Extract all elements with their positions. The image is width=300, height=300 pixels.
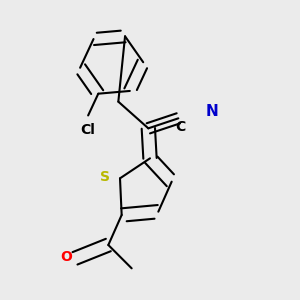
Text: C: C [175,120,185,134]
Text: O: O [61,250,73,264]
Text: Cl: Cl [81,124,96,137]
Text: S: S [100,170,110,184]
Text: N: N [205,104,218,119]
